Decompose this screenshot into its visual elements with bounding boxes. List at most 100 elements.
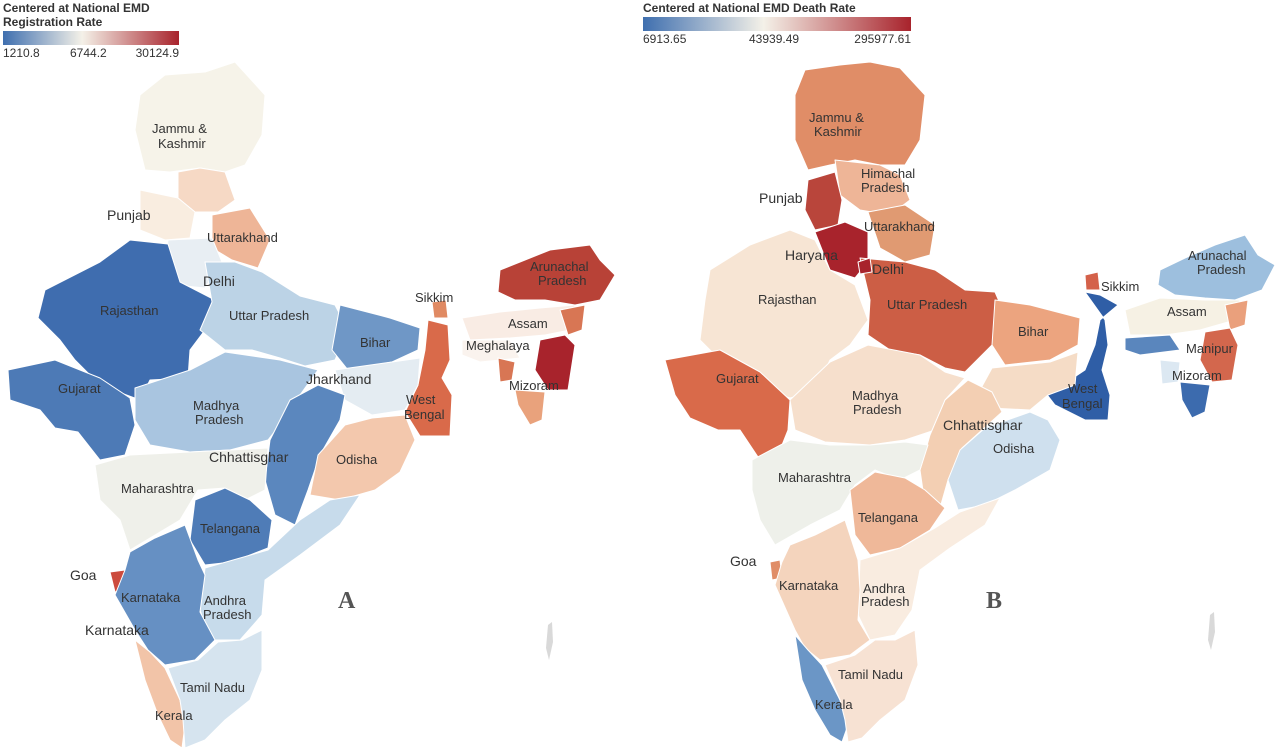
label-b-jammu-1: Jammu & xyxy=(809,110,864,125)
label-b-arunachal-2: Pradesh xyxy=(1197,262,1245,277)
label-a-mizoram: Mizoram xyxy=(509,378,559,393)
label-b-goa: Goa xyxy=(730,553,757,569)
label-a-uttarakhand: Uttarakhand xyxy=(207,230,278,245)
region-b-tamil-nadu xyxy=(824,629,919,743)
legend-b-tick-min: 6913.65 xyxy=(643,32,687,46)
label-a-karnataka-outer: Karnataka xyxy=(85,622,149,638)
label-a-odisha: Odisha xyxy=(336,452,378,467)
region-a-tamil-nadu xyxy=(167,629,263,749)
region-b-telangana xyxy=(849,471,946,556)
panel-letter-a: A xyxy=(338,588,356,614)
region-a-kerala xyxy=(134,639,186,749)
region-a-arunachal xyxy=(497,244,616,306)
legend-a-tick-max: 30124.9 xyxy=(135,46,179,60)
region-a-islands xyxy=(546,622,553,660)
region-a-punjab xyxy=(139,189,196,241)
label-a-jammu-2: Kashmir xyxy=(158,136,206,151)
legend-a-ticks: 1210.8 6744.2 30124.9 xyxy=(3,45,179,61)
label-b-odisha: Odisha xyxy=(993,441,1035,456)
label-a-ap-1: Andhra xyxy=(204,593,247,608)
label-a-jharkhand: Jharkhand xyxy=(306,371,371,387)
map-a xyxy=(7,61,616,749)
label-a-delhi: Delhi xyxy=(203,273,235,289)
label-b-uttarakhand: Uttarakhand xyxy=(864,219,935,234)
label-b-rajasthan: Rajasthan xyxy=(758,292,817,307)
region-b-bihar xyxy=(991,299,1081,366)
label-b-haryana: Haryana xyxy=(785,247,838,263)
region-b-nagaland xyxy=(1224,299,1249,331)
legend-b-title: Centered at National EMD Death Rate xyxy=(643,1,856,15)
label-a-chhattisgarh: Chhattisghar xyxy=(209,449,289,465)
label-b-telangana: Telangana xyxy=(858,510,919,525)
label-b-ap-1: Andhra xyxy=(863,581,906,596)
label-b-hp-1: Himachal xyxy=(861,166,915,181)
label-a-arunachal-1: Arunachal xyxy=(530,259,589,274)
label-a-kerala: Kerala xyxy=(155,708,193,723)
label-a-maharashtra: Maharashtra xyxy=(121,481,195,496)
label-a-sikkim: Sikkim xyxy=(415,290,453,305)
region-a-manipur xyxy=(534,334,576,391)
label-b-west-bengal-1: West xyxy=(1068,381,1098,396)
label-b-tamil-nadu: Tamil Nadu xyxy=(838,667,903,682)
label-a-mp-2: Pradesh xyxy=(195,412,243,427)
region-b-meghalaya xyxy=(1124,334,1181,356)
region-b-manipur xyxy=(1199,327,1239,383)
label-a-arunachal-2: Pradesh xyxy=(538,273,586,288)
label-b-hp-2: Pradesh xyxy=(861,180,909,195)
label-a-telangana: Telangana xyxy=(200,521,261,536)
legend-a-tick-min: 1210.8 xyxy=(3,46,40,60)
region-a-sikkim xyxy=(431,299,449,319)
legend-a-title-line1: Centered at National EMD xyxy=(3,1,150,15)
region-b-odisha xyxy=(947,411,1061,511)
region-a-mizoram xyxy=(514,389,546,426)
legend-b-ticks: 6913.65 43939.49 295977.61 xyxy=(643,31,911,47)
label-a-meghalaya: Meghalaya xyxy=(466,338,530,353)
legend-a-tick-mid: 6744.2 xyxy=(70,46,107,60)
region-b-uttar-pradesh xyxy=(859,257,1006,373)
label-a-tamil-nadu: Tamil Nadu xyxy=(180,680,245,695)
label-b-chhattisgarh: Chhattisghar xyxy=(943,417,1023,433)
region-b-kerala xyxy=(794,634,849,743)
label-a-gujarat: Gujarat xyxy=(58,381,101,396)
label-b-delhi: Delhi xyxy=(872,261,904,277)
region-a-nagaland xyxy=(559,304,586,336)
map-b xyxy=(664,61,1276,743)
label-b-punjab: Punjab xyxy=(759,190,803,206)
label-a-punjab: Punjab xyxy=(107,207,151,223)
label-b-mizoram: Mizoram xyxy=(1172,368,1222,383)
labels-b: Jammu & Kashmir Himachal Pradesh Punjab … xyxy=(716,110,1247,712)
label-b-karnataka: Karnataka xyxy=(779,578,839,593)
region-a-jharkhand xyxy=(334,357,421,416)
label-a-jammu-1: Jammu & xyxy=(152,121,207,136)
region-b-sikkim xyxy=(1084,271,1101,291)
label-b-arunachal-1: Arunachal xyxy=(1188,248,1247,263)
label-b-uttar-pradesh: Uttar Pradesh xyxy=(887,297,967,312)
legend-b: Centered at National EMD Death Rate 6913… xyxy=(643,1,911,47)
region-b-tripura xyxy=(1159,359,1181,385)
region-a-west-bengal xyxy=(404,319,453,437)
label-a-rajasthan: Rajasthan xyxy=(100,303,159,318)
labels-a: Jammu & Kashmir Punjab Uttarakhand Delhi… xyxy=(58,121,589,723)
label-a-west-bengal-2: Bengal xyxy=(404,407,445,422)
region-b-jammu-kashmir xyxy=(794,61,926,171)
label-b-mp-1: Madhya xyxy=(852,388,899,403)
region-a-telangana xyxy=(189,487,273,566)
label-b-gujarat: Gujarat xyxy=(716,371,759,386)
legend-b-tick-mid: 43939.49 xyxy=(749,32,800,46)
label-a-bihar: Bihar xyxy=(360,335,391,350)
label-b-manipur: Manipur xyxy=(1186,341,1234,356)
label-b-assam: Assam xyxy=(1167,304,1207,319)
panel-letter-b: B xyxy=(986,588,1003,614)
label-b-sikkim: Sikkim xyxy=(1101,279,1139,294)
label-b-bihar: Bihar xyxy=(1018,324,1049,339)
label-b-jammu-2: Kashmir xyxy=(814,124,862,139)
legend-b-color-bar xyxy=(643,17,911,31)
label-a-goa: Goa xyxy=(70,567,97,583)
legend-a-color-bar xyxy=(3,31,179,45)
region-a-uttar-pradesh xyxy=(199,261,349,367)
label-b-west-bengal-2: Bengal xyxy=(1062,396,1103,411)
region-b-mizoram xyxy=(1179,381,1211,419)
label-b-ap-2: Pradesh xyxy=(861,594,909,609)
legend-a: Centered at National EMD Registration Ra… xyxy=(3,1,179,61)
